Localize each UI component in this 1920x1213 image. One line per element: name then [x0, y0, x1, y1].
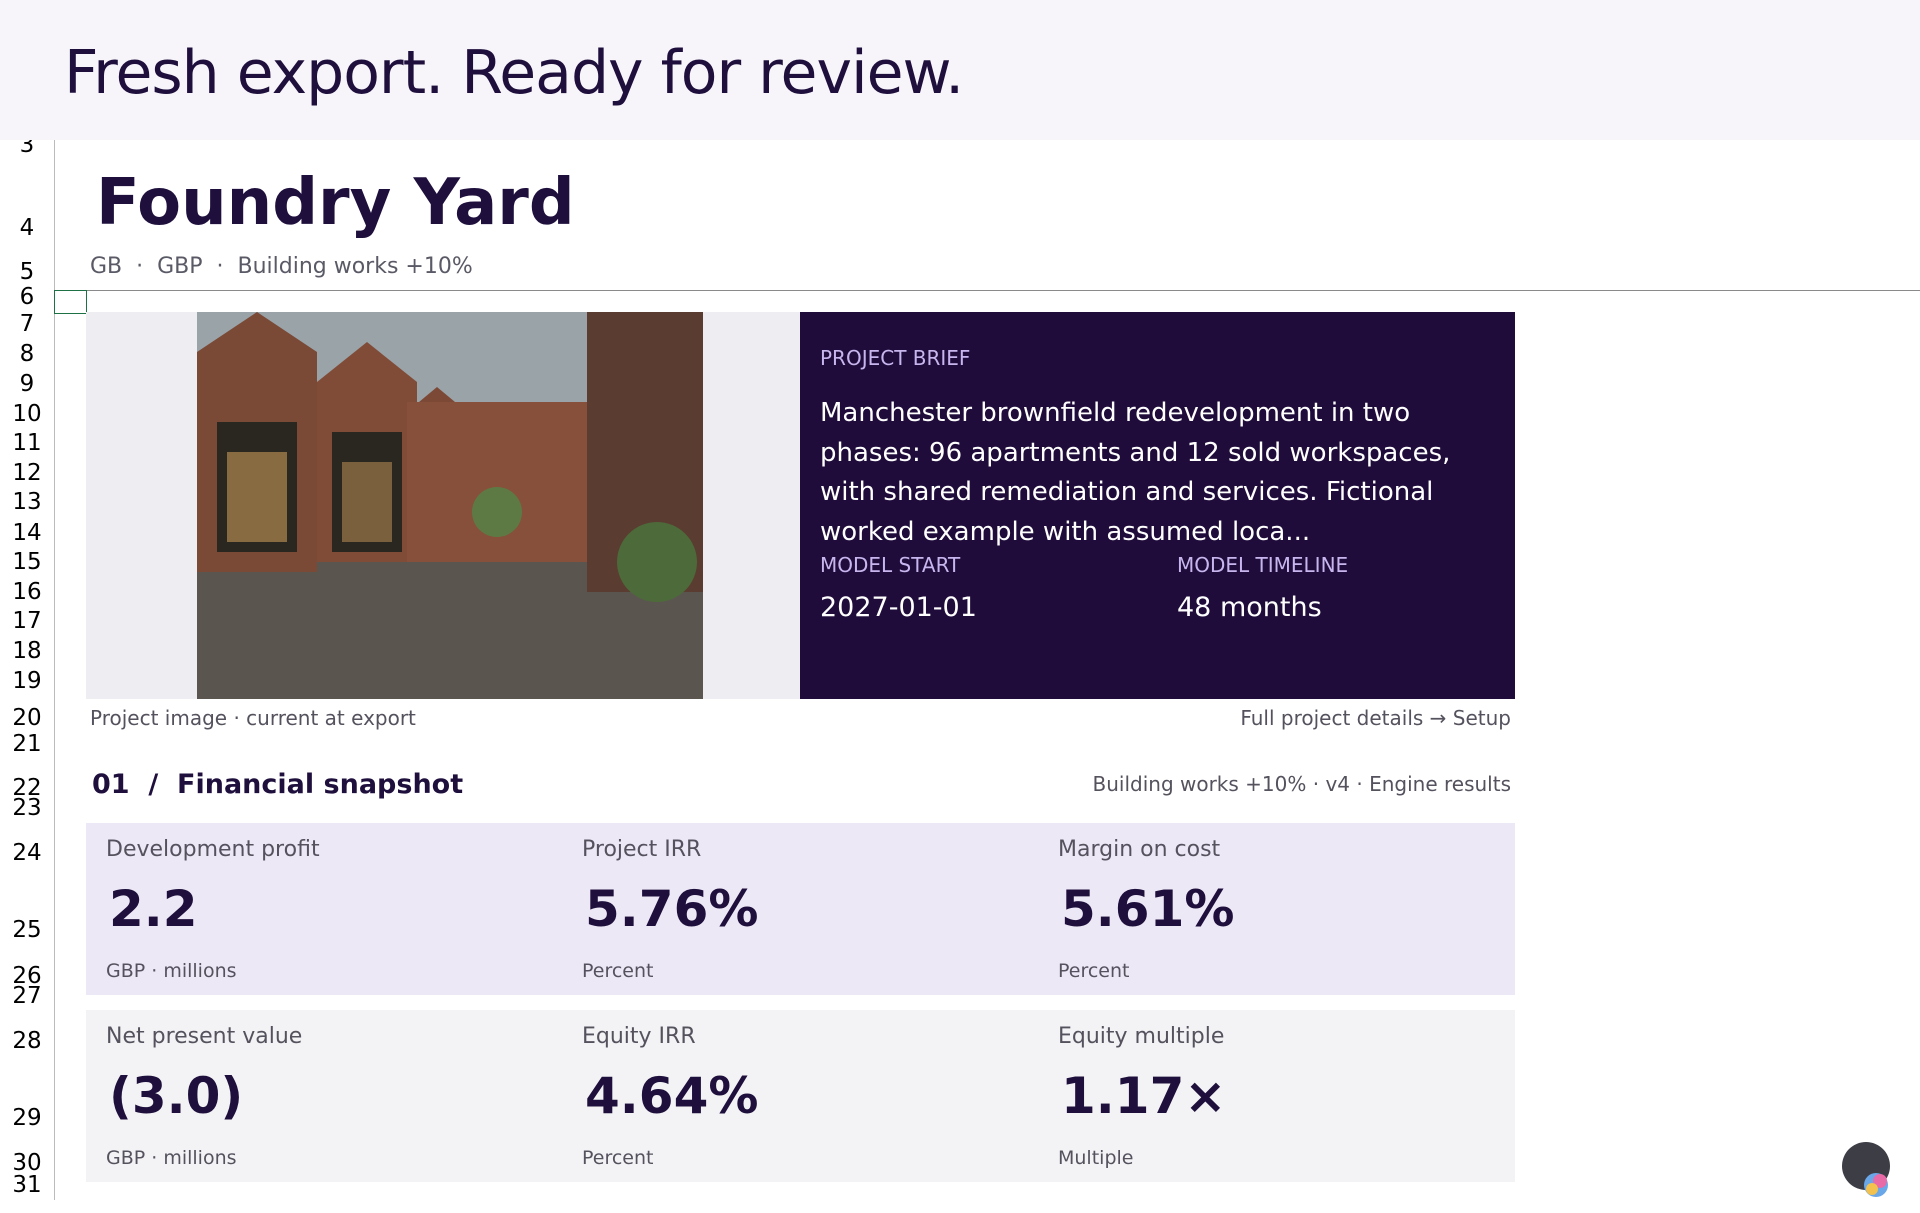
- row-number: 16: [12, 579, 42, 605]
- row-number: 7: [19, 311, 35, 337]
- banner: Fresh export. Ready for review.: [0, 0, 1920, 140]
- project-brief: PROJECT BRIEF Manchester brownfield rede…: [800, 312, 1515, 699]
- metric-label: Net present value: [106, 1024, 303, 1049]
- row-number: 24: [12, 840, 42, 866]
- image-caption: Project image · current at export: [90, 706, 416, 730]
- row-number: 26: [12, 963, 42, 989]
- row-number: 10: [12, 401, 42, 427]
- metric-value: 5.76%: [585, 880, 759, 938]
- row-number: 13: [12, 489, 42, 515]
- row-number: 19: [12, 668, 42, 694]
- brief-label: PROJECT BRIEF: [820, 346, 971, 370]
- section-title: 01 / Financial snapshot: [92, 769, 464, 800]
- project-subtitle: GB · GBP · Building works +10%: [90, 254, 473, 279]
- metric-value: 5.61%: [1061, 880, 1235, 938]
- field-label: MODEL START: [820, 553, 961, 577]
- banner-title: Fresh export. Ready for review.: [64, 38, 964, 108]
- row-number: 28: [12, 1028, 42, 1054]
- row-number: 18: [12, 638, 42, 664]
- row-number: 23: [12, 795, 42, 821]
- metric-label: Equity multiple: [1058, 1024, 1225, 1049]
- metric-value: (3.0): [109, 1067, 244, 1125]
- metric-row: Net present value (3.0) GBP · millions Equi…: [86, 1010, 1515, 1182]
- row-number: 4: [19, 215, 35, 241]
- cell-selection[interactable]: [54, 290, 87, 314]
- metric-label: Margin on cost: [1058, 837, 1221, 862]
- row-number: 25: [12, 917, 42, 943]
- row-number: 8: [19, 341, 35, 367]
- divider: [54, 290, 1920, 291]
- row-number: 3: [19, 140, 35, 158]
- field-value: 2027-01-01: [820, 592, 977, 623]
- metric-unit: GBP · millions: [106, 1147, 237, 1169]
- row-number: 12: [12, 460, 42, 486]
- assistant-icon: [1864, 1173, 1889, 1197]
- row-number: 6: [19, 284, 35, 310]
- row-number: 11: [12, 430, 42, 456]
- metric-label: Development profit: [106, 837, 320, 862]
- row-number: 5: [19, 259, 35, 285]
- row-number: 29: [12, 1105, 42, 1131]
- metric-unit: Percent: [1058, 960, 1130, 982]
- section-meta: Building works +10% · v4 · Engine result…: [1092, 772, 1512, 796]
- metric-unit: GBP · millions: [106, 960, 237, 982]
- row-headers: 3 4 5 6 7 8 9 10 11 12 13 14 15 16 17 18 19 20 21 22 23 24 25 2…: [0, 140, 55, 1200]
- row-number: 21: [12, 731, 42, 757]
- row-number: 14: [12, 520, 42, 546]
- metric-value: 2.2: [109, 880, 198, 938]
- row-number: 31: [12, 1172, 42, 1198]
- row-number: 22: [12, 775, 42, 801]
- field-label: MODEL TIMELINE: [1177, 553, 1349, 577]
- project-title: Foundry Yard: [96, 166, 575, 240]
- row-number: 9: [19, 371, 35, 397]
- metric-row: Development profit 2.2 GBP · millions Proje…: [86, 823, 1515, 995]
- row-number: 30: [12, 1150, 42, 1176]
- metric-label: Equity IRR: [582, 1024, 696, 1049]
- brief-text: Manchester brownfield redevelopment in t…: [820, 398, 1451, 547]
- metric-unit: Multiple: [1058, 1147, 1134, 1169]
- metric-value: 1.17×: [1061, 1067, 1227, 1125]
- row-number: 20: [12, 705, 42, 731]
- assistant-button[interactable]: [1842, 1142, 1890, 1197]
- row-number: 27: [12, 983, 42, 1009]
- project-photo: [197, 312, 703, 699]
- metric-label: Project IRR: [582, 837, 702, 862]
- field-value: 48 months: [1177, 592, 1322, 623]
- metric-unit: Percent: [582, 1147, 654, 1169]
- row-number: 17: [12, 608, 42, 634]
- row-number: 15: [12, 549, 42, 575]
- setup-link[interactable]: Full project details → Setup: [1240, 706, 1511, 730]
- metric-unit: Percent: [582, 960, 654, 982]
- metric-value: 4.64%: [585, 1067, 759, 1125]
